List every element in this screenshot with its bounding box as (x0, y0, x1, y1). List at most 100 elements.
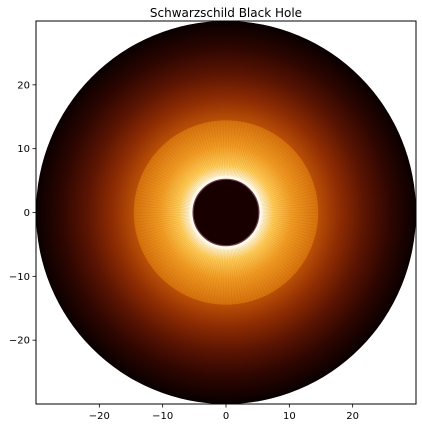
radial-ray (166, 141, 203, 185)
radial-ray (227, 119, 230, 176)
radial-ray (216, 120, 223, 176)
radial-ray (149, 233, 196, 265)
radial-ray (257, 163, 304, 194)
radial-ray (182, 130, 209, 180)
radial-ray (247, 137, 281, 183)
radial-ray (246, 243, 278, 290)
radial-ray (188, 127, 212, 179)
radial-ray (134, 213, 190, 216)
radial-ray (258, 228, 309, 254)
plot-area (36, 21, 416, 404)
radial-ray (148, 231, 195, 262)
radial-ray (259, 227, 310, 251)
radial-ray (137, 186, 191, 203)
radial-ray (206, 121, 219, 177)
radial-ray (203, 122, 218, 177)
radial-ray (148, 163, 195, 194)
radial-ray (142, 174, 193, 198)
radial-ray (151, 234, 197, 268)
radial-ray (143, 171, 194, 197)
radial-ray (237, 247, 255, 301)
radial-ray (258, 171, 309, 197)
radial-ray (250, 239, 288, 282)
radial-ray (260, 183, 314, 202)
radial-ray (134, 202, 190, 209)
radial-ray (249, 240, 286, 284)
radial-ray (140, 226, 193, 248)
chart-title: Schwarzschild Black Hole (150, 6, 302, 20)
radial-ray (203, 248, 218, 303)
radial-ray (254, 236, 297, 273)
radial-ray (149, 160, 196, 192)
radial-ray (261, 222, 315, 239)
x-tick-label: 20 (346, 411, 359, 422)
radial-ray (135, 217, 190, 226)
radial-ray (182, 245, 209, 295)
radial-ray (134, 216, 190, 223)
radial-ray (146, 230, 195, 259)
radial-ray (230, 249, 239, 305)
radial-ray (262, 205, 318, 211)
radial-ray (171, 242, 205, 288)
radial-ray (209, 121, 220, 177)
radial-ray (241, 129, 267, 180)
radial-ray (229, 120, 236, 176)
radial-ray (179, 132, 208, 181)
radial-ray (260, 180, 313, 201)
radial-ray (256, 160, 303, 192)
radial-ray (257, 230, 306, 259)
radial-ray (256, 233, 303, 265)
radial-ray (230, 120, 239, 176)
radial-ray (179, 244, 208, 293)
y-tick-label: 0 (24, 208, 30, 219)
radial-ray (241, 245, 267, 296)
radial-ray (228, 120, 233, 176)
x-tick-label: 10 (283, 411, 296, 422)
radial-ray (260, 223, 314, 242)
radial-ray (134, 209, 190, 212)
radial-ray (258, 229, 308, 257)
radial-ray (153, 235, 198, 270)
radial-ray (257, 231, 304, 262)
radial-ray (259, 177, 312, 199)
radial-ray (245, 133, 275, 182)
radial-ray (197, 124, 215, 178)
radial-ray (262, 218, 317, 229)
radial-ray (213, 120, 222, 176)
radial-ray (262, 196, 317, 207)
radial-ray (219, 249, 224, 305)
radial-ray (138, 183, 192, 202)
radial-ray (255, 234, 301, 268)
radial-ray (262, 199, 317, 208)
radial-ray (155, 236, 198, 273)
radial-ray (261, 221, 316, 236)
radial-ray (260, 224, 313, 245)
radial-ray (227, 249, 230, 306)
radial-ray (254, 152, 297, 189)
radial-ray (171, 137, 205, 183)
y-tick-label: −10 (9, 272, 30, 283)
radial-ray (136, 193, 191, 205)
radial-ray (253, 237, 295, 275)
radial-ray (261, 220, 316, 232)
radial-ray (222, 119, 225, 176)
radial-ray (238, 125, 258, 178)
radial-ray (244, 244, 273, 293)
radial-ray (259, 174, 310, 198)
radial-ray (254, 155, 299, 190)
radial-ray (262, 217, 317, 226)
radial-ray (153, 155, 198, 190)
radial-ray (250, 143, 288, 186)
radial-ray (177, 133, 207, 182)
radial-ray (194, 247, 214, 300)
radial-ray (257, 166, 306, 195)
radial-ray (146, 166, 195, 195)
radial-ray (233, 121, 246, 177)
black-hole-shadow-group (192, 178, 260, 247)
radial-ray (206, 248, 219, 304)
radial-ray (134, 214, 190, 220)
radial-ray (259, 226, 312, 248)
radial-ray (157, 150, 199, 188)
radial-ray (258, 168, 308, 196)
